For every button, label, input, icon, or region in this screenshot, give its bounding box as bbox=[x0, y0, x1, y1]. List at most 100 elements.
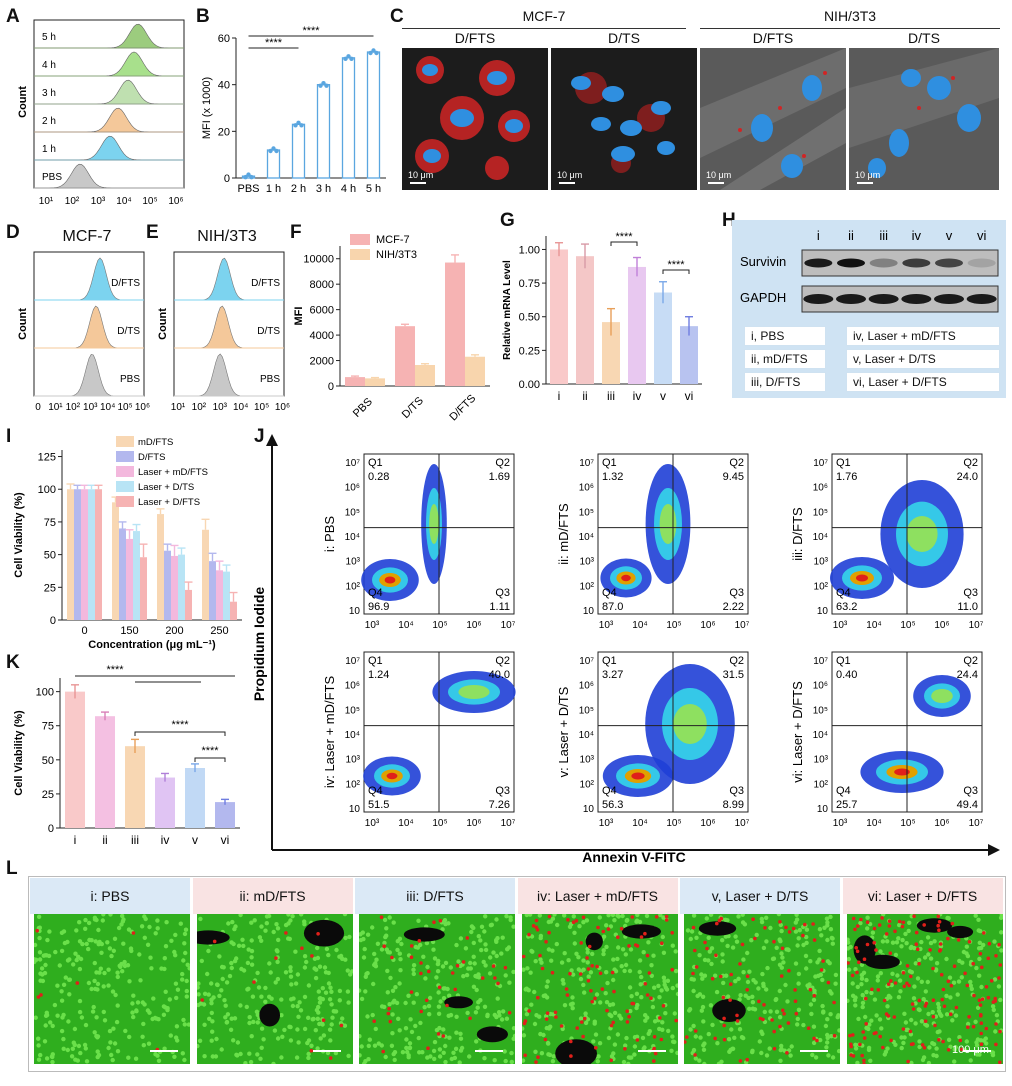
panel-l-live-cell bbox=[863, 1025, 869, 1031]
panel-l-live-cell bbox=[432, 956, 438, 961]
panel-l-dead-cell bbox=[745, 988, 749, 992]
panel-l-live-cell bbox=[976, 973, 981, 978]
panel-l-dead-cell bbox=[821, 959, 825, 963]
panel-l-dead-cell bbox=[339, 1023, 343, 1028]
panel-l-live-cell bbox=[183, 950, 188, 956]
panel-l-live-cell bbox=[485, 1012, 490, 1017]
panel-l-live-cell bbox=[93, 939, 98, 944]
panel-l-live-cell bbox=[392, 1057, 397, 1063]
panel-l-live-cell bbox=[256, 985, 261, 990]
panel-l-live-cell bbox=[860, 1000, 865, 1006]
panel-l-live-cell bbox=[764, 987, 769, 992]
panel-l-live-cell bbox=[759, 1029, 764, 1034]
panel-j-ytick-label: 10⁶ bbox=[345, 681, 360, 692]
panel-b-bar bbox=[291, 123, 306, 179]
panel-j-ytick-label: 10⁴ bbox=[579, 532, 594, 543]
panel-l-live-cell bbox=[700, 976, 705, 981]
panel-i-bar bbox=[164, 550, 171, 620]
panel-l-live-cell bbox=[660, 934, 665, 940]
panel-l-dead-cell bbox=[877, 923, 881, 927]
panel-l-live-cell bbox=[365, 1014, 370, 1019]
panel-l-dead-cell bbox=[722, 1023, 726, 1028]
panel-l-dead-cell bbox=[728, 998, 732, 1002]
panel-l-live-cell bbox=[411, 1000, 416, 1005]
panel-l-live-cell bbox=[99, 941, 105, 947]
panel-j-xtick-label: 10⁷ bbox=[501, 620, 516, 631]
panel-l-dead-cell bbox=[803, 922, 807, 927]
panel-j-q4-value: 63.2 bbox=[836, 601, 857, 613]
panel-c-image-1: 10 μm bbox=[402, 48, 548, 190]
panel-l-void bbox=[621, 924, 661, 939]
panel-c-label-4: D/TS bbox=[908, 30, 940, 46]
panel-l-live-cell bbox=[271, 929, 276, 935]
panel-l-live-cell bbox=[457, 1060, 462, 1064]
panel-b-point bbox=[246, 172, 251, 177]
panel-l-live-cell bbox=[783, 982, 788, 988]
panel-l-live-cell bbox=[404, 1037, 409, 1042]
panel-l-live-cell bbox=[930, 1010, 935, 1015]
panel-l-live-cell bbox=[61, 982, 67, 987]
panel-l-live-cell bbox=[983, 1036, 988, 1041]
panel-l-live-cell bbox=[967, 979, 972, 985]
panel-l-live-cell bbox=[390, 1031, 395, 1036]
panel-l-live-cell bbox=[324, 946, 329, 952]
panel-l-live-cell bbox=[373, 964, 379, 969]
panel-l-live-cell bbox=[379, 1043, 384, 1048]
panel-j-q3-value: 8.99 bbox=[723, 799, 744, 811]
panel-l-dead-cell bbox=[901, 971, 905, 975]
panel-l-live-cell bbox=[670, 1039, 675, 1044]
panel-l-live-cell bbox=[965, 1021, 970, 1027]
panel-j-ytick-label: 10⁵ bbox=[345, 705, 360, 716]
panel-l-live-cell bbox=[447, 993, 452, 998]
panel-b-bar bbox=[366, 51, 381, 179]
panel-l-live-cell bbox=[508, 915, 513, 920]
panel-g-xtick-label: ii bbox=[582, 389, 587, 403]
panel-l-dead-cell bbox=[786, 1021, 791, 1025]
panel-g-ylabel: Relative mRNA Level bbox=[502, 260, 513, 360]
panel-l-live-cell bbox=[313, 975, 318, 981]
panel-l-dead-cell bbox=[941, 987, 945, 992]
panel-l-live-cell bbox=[734, 939, 740, 944]
panel-l-live-cell bbox=[896, 922, 901, 928]
panel-l-dead-cell bbox=[719, 974, 723, 979]
panel-l-live-cell bbox=[182, 1057, 187, 1063]
panel-j-q4-label: Q4 bbox=[836, 785, 851, 797]
panel-l-live-cell bbox=[594, 992, 599, 997]
panel-l-live-cell bbox=[928, 940, 933, 946]
panel-l-live-cell bbox=[209, 1010, 214, 1016]
panel-l-dead-cell bbox=[565, 993, 569, 997]
panel-l-dead-cell bbox=[930, 966, 935, 971]
panel-h-lane-label: vi bbox=[977, 228, 987, 243]
panel-l-live-cell bbox=[379, 947, 385, 952]
panel-l-live-cell bbox=[199, 958, 204, 964]
panel-l-live-cell bbox=[652, 1019, 657, 1024]
panel-l-live-cell bbox=[855, 1016, 861, 1022]
panel-l-live-cell bbox=[922, 955, 927, 960]
panel-l-live-cell bbox=[101, 984, 106, 989]
panel-l-live-cell bbox=[74, 928, 79, 933]
panel-l-live-cell bbox=[77, 966, 83, 972]
panel-l-live-cell bbox=[721, 980, 726, 986]
panel-l-live-cell bbox=[181, 958, 186, 963]
panel-l-dead-cell bbox=[715, 921, 719, 926]
panel-l-live-cell bbox=[310, 1016, 316, 1022]
panel-l-live-cell bbox=[417, 1050, 422, 1055]
panel-l-dead-cell bbox=[950, 921, 954, 926]
panel-l-dead-cell bbox=[626, 1014, 631, 1019]
panel-f-bar bbox=[445, 262, 465, 386]
panel-l-dead-cell bbox=[388, 1019, 393, 1024]
panel-i-ytick-label: 25 bbox=[44, 582, 56, 594]
panel-l-live-cell bbox=[793, 961, 799, 966]
panel-l-live-cell bbox=[382, 940, 387, 946]
panel-j-xtick-label: 10³ bbox=[599, 620, 614, 631]
panel-l-live-cell bbox=[825, 1017, 830, 1022]
panel-l-live-cell bbox=[864, 926, 869, 931]
panel-j-q1-value: 0.40 bbox=[836, 669, 857, 681]
panel-l-dead-cell bbox=[880, 1045, 885, 1050]
panel-l-live-cell bbox=[908, 1032, 913, 1037]
panel-c-label-1: D/FTS bbox=[454, 30, 496, 46]
panel-l-live-cell bbox=[492, 1058, 497, 1063]
panel-l-live-cell bbox=[67, 992, 72, 997]
